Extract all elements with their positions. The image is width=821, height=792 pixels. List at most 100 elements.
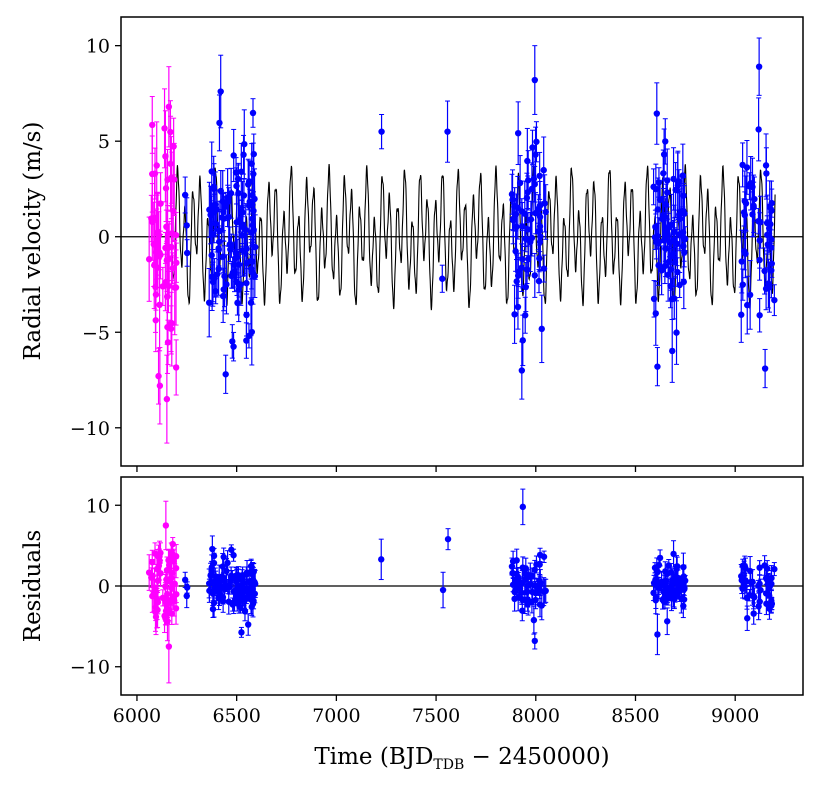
rv-inst2-point — [210, 183, 218, 191]
rv-inst2-point — [746, 291, 754, 299]
rv-inst2-point — [750, 202, 757, 209]
rv-inst2-point — [245, 181, 252, 188]
rv-inst2-point — [650, 295, 658, 303]
rv-inst1-point — [145, 256, 153, 263]
rv-inst2-point — [513, 278, 520, 285]
res-inst2-point — [215, 578, 222, 586]
res-inst2-point — [439, 586, 447, 594]
rv-inst2-point — [669, 347, 676, 355]
rv-inst2-point — [211, 274, 218, 282]
res-inst1-point — [171, 580, 178, 587]
rv-inst2-point — [516, 179, 524, 187]
res-inst2-point — [223, 567, 230, 575]
rv-inst2-point — [540, 166, 547, 174]
res-ytick-label: −10 — [70, 657, 110, 679]
rv-inst2-point — [768, 199, 775, 207]
res-inst2-point — [519, 607, 526, 614]
res-inst2-point — [208, 567, 215, 574]
res-inst2-point — [751, 594, 758, 601]
res-inst2-point — [209, 545, 216, 553]
rv-inst2-point — [761, 267, 768, 275]
rv-inst2-point — [762, 285, 770, 292]
res-inst2-point — [680, 602, 687, 610]
res-inst1-point — [161, 612, 168, 620]
rv-inst1-point — [165, 103, 173, 111]
rv-inst2-point — [241, 140, 248, 148]
rv-inst2-point — [739, 281, 746, 288]
res-inst2-point — [245, 621, 252, 628]
rv-inst2-point — [439, 275, 446, 282]
res-inst2-point — [536, 601, 544, 608]
rv-inst2-point — [531, 76, 538, 84]
res-xtick-label: 7000 — [312, 705, 360, 727]
rv-inst1-point — [151, 214, 158, 222]
res-inst1-point — [162, 522, 170, 529]
res-inst2-point — [523, 588, 531, 595]
rv-inst2-point — [660, 170, 667, 177]
rv-inst2-point — [243, 337, 250, 344]
rv-inst2-point — [249, 258, 256, 265]
rv-inst2-point — [671, 236, 678, 244]
rv-inst2-point — [227, 190, 235, 197]
rv-inst2-point — [250, 170, 257, 178]
res-inst2-point — [658, 578, 665, 585]
res-inst1-point — [154, 577, 162, 584]
rv-inst2-point — [510, 215, 517, 222]
res-inst2-point — [531, 566, 538, 573]
res-inst2-point — [532, 589, 539, 597]
res-inst2-point — [224, 559, 231, 567]
rv-inst2-point — [662, 201, 670, 208]
rv-inst2-point — [522, 312, 529, 319]
res-inst2-point — [232, 589, 239, 596]
res-inst2-point — [680, 563, 687, 571]
rv-inst2-point — [744, 301, 751, 309]
rv-inst2-point — [232, 255, 239, 262]
xlabel-main: Time ( — [314, 744, 388, 770]
rv-inst2-point — [771, 296, 778, 304]
rv-inst1-point — [170, 143, 177, 150]
res-inst2-point — [771, 565, 778, 573]
res-inst1-point — [149, 559, 156, 566]
res-inst2-point — [756, 580, 763, 587]
res-inst2-point — [239, 594, 246, 601]
res-inst2-point — [530, 616, 538, 624]
res-inst1-point — [168, 549, 176, 557]
res-inst2-point — [763, 600, 770, 607]
rv-inst2-point — [738, 258, 745, 265]
rv-inst1-point — [168, 319, 175, 327]
rv-inst2-point — [674, 182, 682, 189]
rv-axes-frame — [120, 16, 804, 467]
rv-inst2-point — [763, 219, 771, 227]
res-inst2-point — [209, 605, 217, 613]
rv-inst2-point — [378, 128, 385, 135]
rv-inst2-point — [250, 207, 257, 215]
rv-inst1-point — [167, 160, 174, 167]
res-xtick-label: 6000 — [113, 705, 161, 727]
rv-inst2-point — [249, 192, 256, 199]
rv-inst2-point — [230, 343, 237, 350]
rv-inst1-point — [157, 251, 164, 259]
res-inst2-point — [671, 595, 678, 603]
rv-inst2-point — [757, 218, 764, 226]
rv-inst2-point — [523, 194, 531, 202]
xlabel-sub: TDB — [433, 757, 464, 773]
rv-inst2-point — [535, 277, 543, 285]
rv-inst2-point — [514, 129, 522, 137]
rv-inst2-point — [248, 268, 255, 275]
rv-inst2-point — [756, 312, 763, 319]
rv-inst1-point — [173, 259, 180, 266]
rv-inst2-point — [243, 279, 250, 287]
rv-inst2-point — [181, 191, 189, 199]
res-inst2-point — [679, 580, 687, 587]
rv-inst2-point — [528, 185, 536, 193]
res-inst1-point — [159, 594, 167, 602]
rv-inst2-point — [524, 157, 531, 165]
res-inst2-point — [514, 594, 522, 601]
res-inst2-point — [664, 618, 671, 625]
rv-inst2-point — [654, 363, 661, 370]
res-xtick-label: 8500 — [611, 705, 659, 727]
rv-inst2-point — [653, 110, 661, 117]
res-inst2-point — [210, 599, 218, 607]
res-inst2-point — [243, 588, 250, 595]
rv-inst2-point — [747, 180, 754, 187]
